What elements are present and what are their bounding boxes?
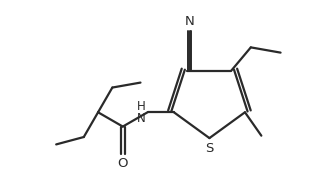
Text: O: O xyxy=(117,157,128,170)
Text: S: S xyxy=(205,142,214,155)
Text: H
N: H N xyxy=(137,100,146,125)
Text: N: N xyxy=(185,15,195,28)
